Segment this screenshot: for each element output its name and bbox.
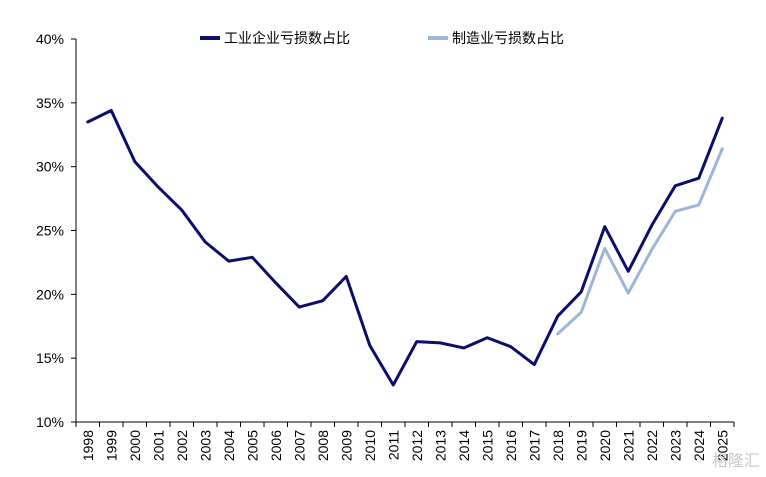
y-tick-label: 20% bbox=[36, 286, 64, 302]
y-tick-label: 40% bbox=[36, 31, 64, 47]
watermark-logo: 格隆汇 bbox=[711, 451, 760, 470]
x-tick-label: 2024 bbox=[691, 430, 707, 461]
x-tick-label: 2012 bbox=[409, 430, 425, 461]
x-tick-label: 2010 bbox=[362, 430, 378, 461]
legend-label-1: 工业企业亏损数占比 bbox=[224, 30, 350, 47]
x-tick-label: 2013 bbox=[432, 430, 448, 461]
x-tick-label: 1998 bbox=[80, 430, 96, 461]
x-tick-label: 2007 bbox=[291, 430, 307, 461]
y-tick-label: 35% bbox=[36, 95, 64, 111]
x-tick-label: 2009 bbox=[338, 430, 354, 461]
x-tick-label: 2016 bbox=[503, 430, 519, 461]
chart-axes: 10% 15% 20% 25% 30% 35% 40% 1998 1999 2000 2001 200… bbox=[36, 31, 735, 461]
x-tick-label: 2020 bbox=[597, 430, 613, 461]
x-tick-label: 2025 bbox=[714, 430, 730, 461]
chart-legend: 工业企业亏损数占比 制造业亏损数占比 bbox=[200, 30, 564, 47]
x-tick-label: 2021 bbox=[620, 430, 636, 461]
x-tick-label: 2001 bbox=[150, 430, 166, 461]
legend-label-2: 制造业亏损数占比 bbox=[452, 31, 564, 47]
x-tick-label: 2011 bbox=[385, 430, 401, 460]
x-tick-label: 2015 bbox=[479, 430, 495, 461]
x-tick-label: 2022 bbox=[644, 430, 660, 461]
x-tick-label: 2006 bbox=[268, 430, 284, 461]
x-tick-label: 2002 bbox=[174, 430, 190, 461]
y-tick-label: 30% bbox=[36, 159, 64, 175]
y-tick-label: 25% bbox=[36, 223, 64, 239]
x-tick-label: 2017 bbox=[526, 430, 542, 461]
x-tick-label: 1999 bbox=[103, 430, 119, 461]
x-tick-label: 2000 bbox=[127, 430, 143, 461]
y-tick-label: 10% bbox=[36, 414, 64, 430]
x-tick-label: 2023 bbox=[667, 430, 683, 461]
x-tick-label: 2019 bbox=[573, 430, 589, 461]
series-line-1 bbox=[86, 108, 724, 387]
series-line-2 bbox=[556, 147, 724, 336]
x-tick-label: 2014 bbox=[456, 430, 472, 461]
x-tick-label: 2018 bbox=[550, 430, 566, 461]
y-tick-label: 15% bbox=[36, 350, 64, 366]
x-tick-label: 2008 bbox=[315, 430, 331, 461]
x-tick-label: 2004 bbox=[221, 430, 237, 461]
chart-series bbox=[86, 108, 724, 387]
x-tick-label: 2003 bbox=[197, 430, 213, 461]
x-tick-label: 2005 bbox=[244, 430, 260, 461]
